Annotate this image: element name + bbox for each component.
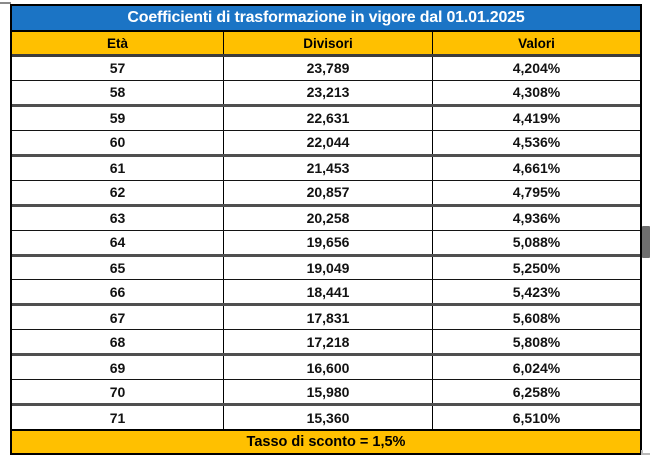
cell-valore: 5,088% (512, 234, 561, 251)
cell-divisore: 19,656 (223, 230, 433, 254)
cell-valore: 5,250% (512, 259, 561, 276)
table-row: 68 17,218 5,808% (12, 330, 640, 357)
table-row: 57 23,789 4,204% (12, 57, 640, 81)
table-row: 58 23,213 4,308% (12, 80, 640, 107)
table-row: 67 17,831 5,608% (12, 306, 640, 331)
cell-eta: 62 (109, 184, 126, 201)
cell-eta: 71 (109, 409, 126, 426)
cell-divisore: 17,831 (223, 306, 433, 330)
cell-eta: 65 (109, 259, 126, 276)
column-header-eta: Età (106, 35, 128, 51)
cell-divisore: 23,213 (223, 80, 433, 104)
cell-eta: 66 (109, 283, 126, 300)
cell-valore: 5,608% (512, 309, 561, 326)
cell-eta: 60 (109, 134, 126, 151)
cell-divisore: 15,980 (223, 380, 433, 404)
cell-eta: 61 (109, 160, 126, 177)
cell-eta: 68 (109, 333, 126, 350)
table-row: 62 20,857 4,795% (12, 180, 640, 207)
resize-handle-fragment (641, 450, 650, 455)
cell-eta: 70 (109, 383, 126, 400)
table-row: 61 21,453 4,661% (12, 156, 640, 181)
cell-eta: 58 (109, 84, 126, 101)
cell-eta: 69 (109, 359, 126, 376)
scrollbar-thumb[interactable] (642, 226, 650, 258)
table-row: 70 15,980 6,258% (12, 380, 640, 407)
coefficients-table: Coefficienti di trasformazione in vigore… (10, 4, 642, 455)
table-footer: Tasso di sconto = 1,5% (12, 429, 640, 453)
table-row: 63 20,258 4,936% (12, 206, 640, 231)
cell-eta: 64 (109, 234, 126, 251)
cell-eta: 59 (109, 110, 126, 127)
cell-valore: 4,204% (512, 60, 561, 77)
table-body: 57 23,789 4,204% 58 23,213 4,308% 59 22,… (12, 57, 640, 430)
cell-valore: 4,308% (512, 84, 561, 101)
cell-divisore: 21,453 (223, 156, 433, 180)
column-header-divisori: Divisori (223, 32, 433, 54)
cell-valore: 4,419% (512, 110, 561, 127)
cell-eta: 57 (109, 60, 126, 77)
cell-divisore: 19,049 (223, 256, 433, 280)
table-title: Coefficienti di trasformazione in vigore… (12, 6, 640, 32)
background-grid-fragment (0, 2, 11, 4)
table-row: 65 19,049 5,250% (12, 256, 640, 281)
cell-valore: 5,808% (512, 333, 561, 350)
cell-divisore: 16,600 (223, 356, 433, 380)
cell-valore: 6,510% (512, 409, 561, 426)
table-row: 69 16,600 6,024% (12, 356, 640, 381)
table-row: 71 15,360 6,510% (12, 406, 640, 430)
cell-valore: 4,936% (512, 210, 561, 227)
cell-divisore: 17,218 (223, 330, 433, 354)
cell-valore: 4,661% (512, 160, 561, 177)
table-row: 60 22,044 4,536% (12, 130, 640, 157)
cell-valore: 4,795% (512, 184, 561, 201)
table-row: 59 22,631 4,419% (12, 106, 640, 131)
cell-valore: 6,258% (512, 383, 561, 400)
cell-valore: 6,024% (512, 359, 561, 376)
cell-divisore: 18,441 (223, 280, 433, 304)
table-row: 66 18,441 5,423% (12, 280, 640, 307)
cell-valore: 4,536% (512, 134, 561, 151)
cell-divisore: 20,857 (223, 180, 433, 204)
column-header-valori: Valori (518, 35, 555, 51)
cell-divisore: 15,360 (223, 406, 433, 430)
cell-eta: 63 (109, 210, 126, 227)
cell-divisore: 22,044 (223, 130, 433, 154)
cell-valore: 5,423% (512, 283, 561, 300)
cell-divisore: 20,258 (223, 206, 433, 230)
cell-divisore: 23,789 (223, 57, 433, 80)
cell-eta: 67 (109, 309, 126, 326)
cell-divisore: 22,631 (223, 106, 433, 130)
table-row: 64 19,656 5,088% (12, 230, 640, 257)
table-header-row: Età Divisori Valori (12, 32, 640, 57)
